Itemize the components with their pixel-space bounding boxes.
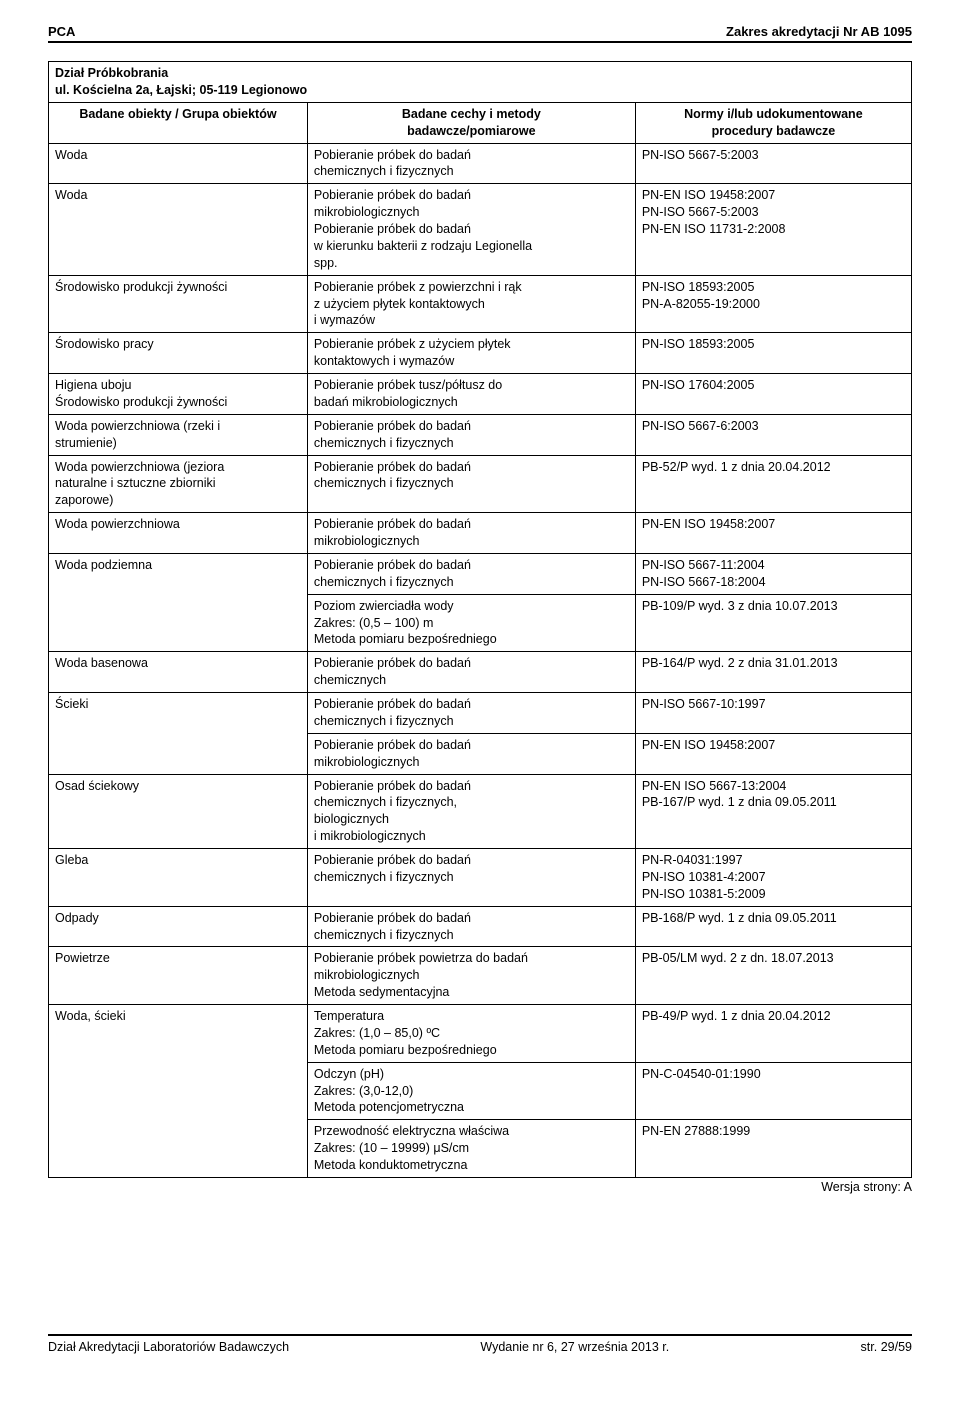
table-row: ŚciekiPobieranie próbek do badań chemicz… — [49, 693, 912, 734]
cell-object: Odpady — [49, 906, 308, 947]
cell-object: Ścieki — [49, 693, 308, 775]
footer-center: Wydanie nr 6, 27 września 2013 r. — [480, 1340, 669, 1354]
cell-method: Poziom zwierciadła wody Zakres: (0,5 – 1… — [307, 594, 635, 652]
cell-method: Pobieranie próbek z powierzchni i rąk z … — [307, 275, 635, 333]
table-row: Osad ściekowyPobieranie próbek do badań … — [49, 774, 912, 849]
cell-method: Pobieranie próbek do badań chemicznych — [307, 652, 635, 693]
table-row: OdpadyPobieranie próbek do badań chemicz… — [49, 906, 912, 947]
table-title-line1: Dział Próbkobrania — [55, 65, 905, 82]
header-left: PCA — [48, 24, 75, 39]
cell-object: Woda basenowa — [49, 652, 308, 693]
cell-norm: PB-164/P wyd. 2 z dnia 31.01.2013 — [635, 652, 911, 693]
cell-method: Pobieranie próbek do badań mikrobiologic… — [307, 513, 635, 554]
table-row: PowietrzePobieranie próbek powietrza do … — [49, 947, 912, 1005]
cell-norm: PN-EN ISO 19458:2007 — [635, 513, 911, 554]
col-header-norms: Normy i/lub udokumentowane procedury bad… — [635, 102, 911, 143]
accreditation-table: Dział Próbkobrania ul. Kościelna 2a, Łaj… — [48, 61, 912, 1178]
cell-norm: PN-R-04031:1997 PN-ISO 10381-4:2007 PN-I… — [635, 849, 911, 907]
cell-norm: PN-EN ISO 19458:2007 — [635, 733, 911, 774]
table-row: WodaPobieranie próbek do badań chemiczny… — [49, 143, 912, 184]
table-row: Woda basenowaPobieranie próbek do badań … — [49, 652, 912, 693]
cell-method: Pobieranie próbek do badań chemicznych i… — [307, 553, 635, 594]
cell-object: Gleba — [49, 849, 308, 907]
table-row: WodaPobieranie próbek do badań mikrobiol… — [49, 184, 912, 275]
cell-method: Temperatura Zakres: (1,0 – 85,0) ºC Meto… — [307, 1005, 635, 1063]
cell-norm: PB-49/P wyd. 1 z dnia 20.04.2012 — [635, 1005, 911, 1063]
cell-norm: PN-ISO 5667-5:2003 — [635, 143, 911, 184]
cell-object: Środowisko produkcji żywności — [49, 275, 308, 333]
table-column-headers: Badane obiekty / Grupa obiektów Badane c… — [49, 102, 912, 143]
cell-norm: PN-EN ISO 5667-13:2004 PB-167/P wyd. 1 z… — [635, 774, 911, 849]
col-header-methods: Badane cechy i metody badawcze/pomiarowe — [307, 102, 635, 143]
cell-norm: PB-109/P wyd. 3 z dnia 10.07.2013 — [635, 594, 911, 652]
cell-method: Pobieranie próbek do badań chemicznych i… — [307, 414, 635, 455]
cell-norm: PN-ISO 5667-11:2004 PN-ISO 5667-18:2004 — [635, 553, 911, 594]
cell-object: Woda, ścieki — [49, 1005, 308, 1178]
col-header-objects: Badane obiekty / Grupa obiektów — [49, 102, 308, 143]
cell-method: Pobieranie próbek do badań chemicznych i… — [307, 693, 635, 734]
table-title-line2: ul. Kościelna 2a, Łajski; 05-119 Legiono… — [55, 82, 905, 99]
cell-norm: PN-ISO 5667-10:1997 — [635, 693, 911, 734]
cell-object: Woda — [49, 184, 308, 275]
cell-norm: PB-05/LM wyd. 2 z dn. 18.07.2013 — [635, 947, 911, 1005]
cell-object: Woda powierzchniowa (jeziora naturalne i… — [49, 455, 308, 513]
cell-norm: PB-52/P wyd. 1 z dnia 20.04.2012 — [635, 455, 911, 513]
cell-norm: PN-ISO 5667-6:2003 — [635, 414, 911, 455]
table-row: Woda powierzchniowaPobieranie próbek do … — [49, 513, 912, 554]
table-row: Środowisko pracyPobieranie próbek z użyc… — [49, 333, 912, 374]
cell-object: Woda — [49, 143, 308, 184]
cell-object: Higiena uboju Środowisko produkcji żywno… — [49, 374, 308, 415]
cell-method: Pobieranie próbek do badań chemicznych i… — [307, 455, 635, 513]
table-title-row: Dział Próbkobrania ul. Kościelna 2a, Łaj… — [49, 62, 912, 103]
cell-method: Pobieranie próbek do badań mikrobiologic… — [307, 733, 635, 774]
cell-method: Pobieranie próbek do badań chemicznych i… — [307, 143, 635, 184]
table-row: Woda podziemnaPobieranie próbek do badań… — [49, 553, 912, 594]
cell-method: Pobieranie próbek do badań chemicznych i… — [307, 774, 635, 849]
cell-norm: PN-ISO 18593:2005 PN-A-82055-19:2000 — [635, 275, 911, 333]
cell-object: Woda podziemna — [49, 553, 308, 651]
table-row: Woda, ściekiTemperatura Zakres: (1,0 – 8… — [49, 1005, 912, 1063]
table-row: Woda powierzchniowa (rzeki i strumienie)… — [49, 414, 912, 455]
cell-method: Pobieranie próbek z użyciem płytek konta… — [307, 333, 635, 374]
table-row: GlebaPobieranie próbek do badań chemiczn… — [49, 849, 912, 907]
cell-object: Woda powierzchniowa (rzeki i strumienie) — [49, 414, 308, 455]
cell-method: Pobieranie próbek do badań chemicznych i… — [307, 849, 635, 907]
cell-norm: PN-ISO 17604:2005 — [635, 374, 911, 415]
cell-norm: PN-EN 27888:1999 — [635, 1120, 911, 1178]
cell-norm: PN-EN ISO 19458:2007 PN-ISO 5667-5:2003 … — [635, 184, 911, 275]
cell-method: Pobieranie próbek do badań chemicznych i… — [307, 906, 635, 947]
cell-norm: PN-C-04540-01:1990 — [635, 1062, 911, 1120]
cell-object: Środowisko pracy — [49, 333, 308, 374]
header-right: Zakres akredytacji Nr AB 1095 — [726, 24, 912, 39]
cell-method: Pobieranie próbek tusz/półtusz do badań … — [307, 374, 635, 415]
table-row: Woda powierzchniowa (jeziora naturalne i… — [49, 455, 912, 513]
page-version: Wersja strony: A — [48, 1180, 912, 1194]
cell-object: Woda powierzchniowa — [49, 513, 308, 554]
cell-method: Pobieranie próbek powietrza do badań mik… — [307, 947, 635, 1005]
cell-method: Pobieranie próbek do badań mikrobiologic… — [307, 184, 635, 275]
page-footer: Dział Akredytacji Laboratoriów Badawczyc… — [48, 1334, 912, 1354]
page-header: PCA Zakres akredytacji Nr AB 1095 — [48, 24, 912, 43]
cell-norm: PB-168/P wyd. 1 z dnia 09.05.2011 — [635, 906, 911, 947]
footer-left: Dział Akredytacji Laboratoriów Badawczyc… — [48, 1340, 289, 1354]
table-row: Higiena uboju Środowisko produkcji żywno… — [49, 374, 912, 415]
footer-right: str. 29/59 — [861, 1340, 912, 1354]
cell-object: Powietrze — [49, 947, 308, 1005]
table-row: Środowisko produkcji żywnościPobieranie … — [49, 275, 912, 333]
cell-method: Przewodność elektryczna właściwa Zakres:… — [307, 1120, 635, 1178]
cell-object: Osad ściekowy — [49, 774, 308, 849]
cell-norm: PN-ISO 18593:2005 — [635, 333, 911, 374]
cell-method: Odczyn (pH) Zakres: (3,0-12,0) Metoda po… — [307, 1062, 635, 1120]
